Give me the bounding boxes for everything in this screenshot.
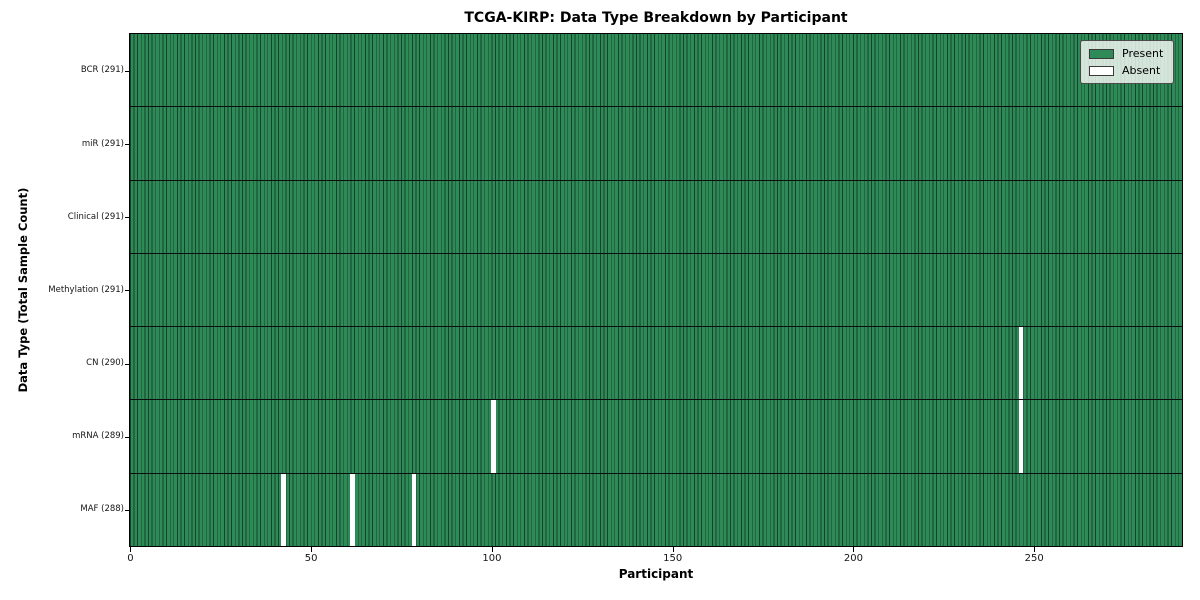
x-tick-label: 0	[127, 553, 134, 564]
y-tick-label: BCR (291)	[80, 65, 124, 76]
x-tick-mark	[491, 547, 493, 552]
x-tick-mark	[311, 547, 313, 552]
legend-label: Present	[1122, 47, 1164, 60]
y-tick-label: miR (291)	[81, 138, 124, 149]
plot-area	[129, 33, 1183, 547]
absent-gap	[1018, 400, 1024, 473]
y-tick-mark	[125, 436, 129, 438]
x-axis-label: Participant	[618, 567, 694, 581]
heatmap-row-cn	[130, 327, 1182, 401]
y-tick-mark	[125, 217, 129, 219]
legend-label: Absent	[1122, 64, 1161, 77]
y-tick-mark	[125, 363, 129, 365]
y-tick-mark	[125, 509, 129, 511]
absent-gap	[281, 473, 286, 546]
y-tick-label: mRNA (289)	[72, 431, 124, 442]
heatmap-row-clinical	[130, 180, 1182, 254]
heatmap-row-mrna	[130, 400, 1182, 474]
x-tick-label: 50	[304, 553, 318, 564]
chart-title: TCGA-KIRP: Data Type Breakdown by Partic…	[464, 10, 848, 26]
heatmap-row-mir	[130, 107, 1182, 181]
heatmap-row-bcr	[130, 34, 1182, 108]
heatmap-row-methylation	[130, 253, 1182, 328]
absent-gap	[1018, 327, 1024, 400]
legend-swatch-absent	[1089, 65, 1114, 76]
rows-container	[130, 34, 1182, 546]
legend-item-absent: Absent	[1089, 64, 1165, 77]
absent-gap	[491, 400, 496, 473]
legend: Present Absent	[1080, 40, 1174, 84]
legend-swatch-present	[1089, 48, 1114, 59]
y-tick-label: CN (290)	[86, 358, 124, 369]
y-tick-label: MAF (288)	[80, 504, 124, 515]
y-tick-mark	[125, 290, 129, 292]
x-tick-label: 250	[1024, 553, 1044, 564]
y-tick-label: Methylation (291)	[48, 284, 124, 295]
x-tick-label: 150	[663, 553, 683, 564]
x-tick-mark	[853, 547, 855, 552]
x-tick-label: 200	[843, 553, 863, 564]
absent-gap	[350, 473, 355, 546]
x-tick-mark	[1034, 547, 1036, 552]
x-tick-label: 100	[482, 553, 502, 564]
x-tick-mark	[672, 547, 674, 552]
heatmap-row-maf	[130, 473, 1182, 546]
y-tick-mark	[125, 144, 129, 146]
absent-gap	[411, 473, 416, 546]
x-tick-mark	[130, 547, 132, 552]
y-tick-mark	[125, 70, 129, 72]
y-tick-label: Clinical (291)	[67, 211, 124, 222]
legend-item-present: Present	[1089, 47, 1165, 60]
